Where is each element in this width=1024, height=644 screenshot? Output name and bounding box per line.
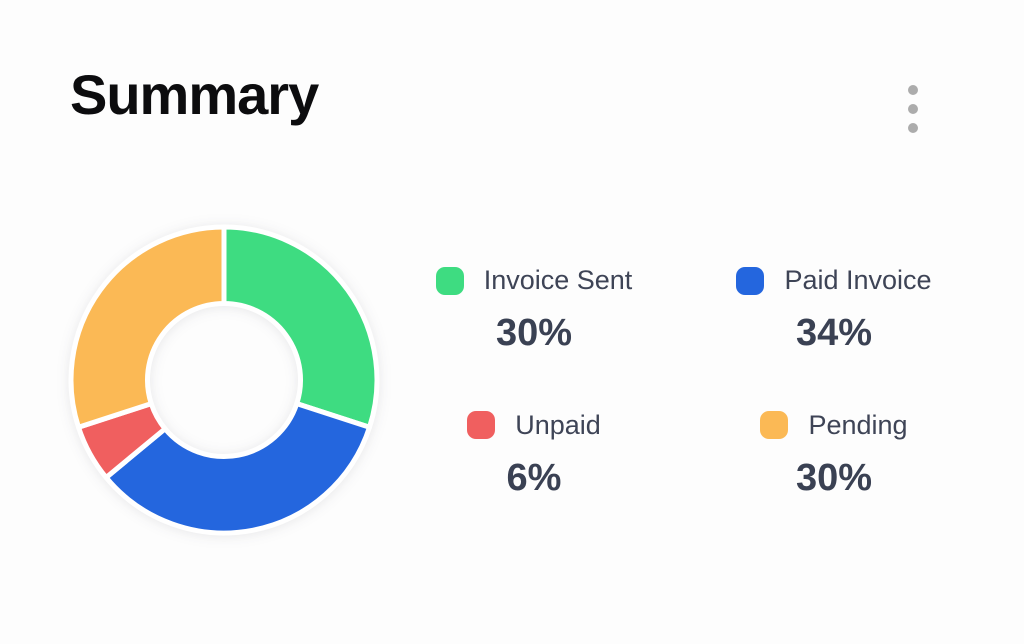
legend-swatch-paid-invoice bbox=[736, 266, 765, 295]
legend-swatch-unpaid bbox=[467, 411, 496, 440]
legend-item-invoice-sent: Invoice Sent 30% bbox=[384, 266, 684, 355]
card-title: Summary bbox=[70, 63, 319, 126]
legend-label: Pending bbox=[808, 409, 908, 440]
legend-swatch-invoice-sent bbox=[435, 266, 464, 295]
donut-slice-paid-invoice[interactable] bbox=[103, 401, 373, 536]
legend-row: Invoice Sent bbox=[435, 265, 633, 295]
legend-percent: 30% bbox=[795, 456, 873, 499]
kebab-menu-icon bbox=[908, 123, 918, 133]
donut-slice-pending[interactable] bbox=[68, 224, 227, 430]
legend-item-unpaid: Unpaid 6% bbox=[384, 411, 684, 500]
legend-row: Pending bbox=[760, 409, 908, 440]
legend-item-pending: Pending 30% bbox=[684, 411, 984, 500]
legend-percent: 30% bbox=[495, 312, 573, 354]
legend-percent: 6% bbox=[506, 456, 562, 499]
kebab-menu-button[interactable] bbox=[900, 78, 926, 140]
chart-legend: Invoice Sent 30% Paid Invoice 34% Unpaid… bbox=[384, 266, 984, 500]
donut-slice-invoice-sent[interactable] bbox=[221, 224, 380, 430]
donut-chart bbox=[68, 224, 380, 536]
legend-row: Paid Invoice bbox=[736, 265, 932, 295]
legend-swatch-pending bbox=[760, 411, 789, 440]
kebab-menu-icon bbox=[908, 85, 918, 95]
legend-percent: 34% bbox=[795, 312, 873, 354]
legend-item-paid-invoice: Paid Invoice 34% bbox=[684, 266, 984, 355]
legend-label: Invoice Sent bbox=[483, 265, 633, 295]
legend-row: Unpaid bbox=[467, 411, 601, 440]
legend-label: Paid Invoice bbox=[784, 265, 932, 295]
legend-label: Unpaid bbox=[515, 409, 601, 440]
kebab-menu-icon bbox=[908, 104, 918, 114]
